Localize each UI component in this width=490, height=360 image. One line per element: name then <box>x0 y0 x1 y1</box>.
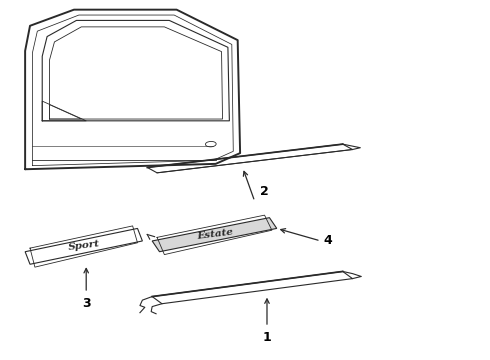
Text: 3: 3 <box>82 297 91 310</box>
Polygon shape <box>152 218 277 252</box>
Polygon shape <box>152 271 352 304</box>
Polygon shape <box>147 144 352 173</box>
Ellipse shape <box>205 141 216 147</box>
Text: Estate: Estate <box>196 228 233 241</box>
Text: 1: 1 <box>263 330 271 343</box>
Text: Sport: Sport <box>68 239 100 252</box>
Text: 2: 2 <box>260 185 269 198</box>
Polygon shape <box>25 228 143 264</box>
Text: 4: 4 <box>323 234 332 247</box>
